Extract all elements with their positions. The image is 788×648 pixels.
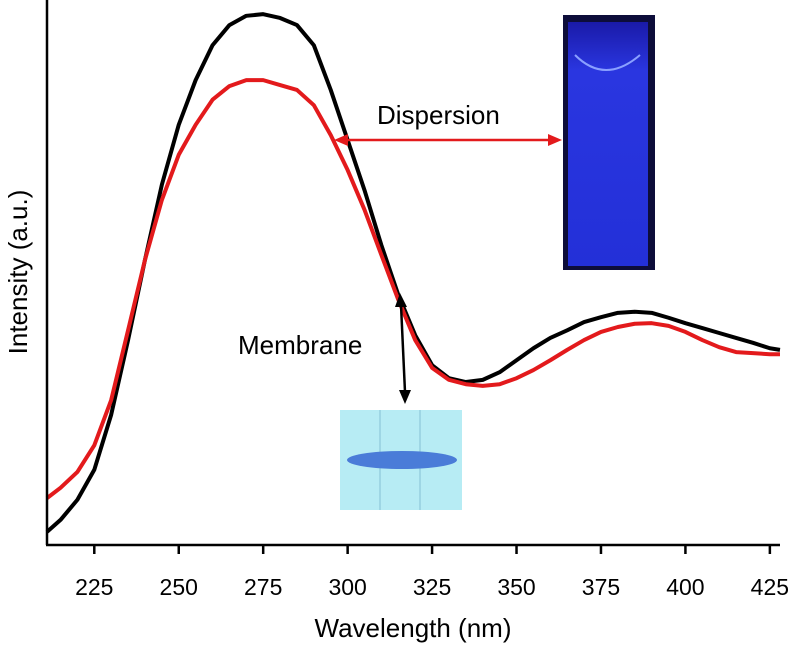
x-tick-label: 225 [75, 574, 113, 600]
x-tick-label: 375 [582, 574, 620, 600]
x-tick-label: 425 [751, 574, 788, 600]
series-line [45, 78, 780, 500]
membrane-spot [347, 451, 457, 469]
x-tick-label: 400 [666, 574, 704, 600]
membrane-arrow [395, 293, 411, 404]
plot-area [45, 12, 781, 534]
meniscus [574, 54, 641, 71]
cuvette [568, 22, 648, 266]
annotation: Membrane [238, 330, 362, 360]
x-tick-label: 325 [413, 574, 451, 600]
x-tick-label: 350 [497, 574, 535, 600]
y-axis-title: Intensity (a.u.) [3, 190, 33, 355]
x-axis-title: Wavelength (nm) [315, 613, 512, 643]
dispersion-arrow [334, 134, 562, 146]
x-tick-label: 275 [244, 574, 282, 600]
annotation: Dispersion [377, 100, 500, 130]
x-tick-label: 300 [328, 574, 366, 600]
x-tick-label: 250 [160, 574, 198, 600]
